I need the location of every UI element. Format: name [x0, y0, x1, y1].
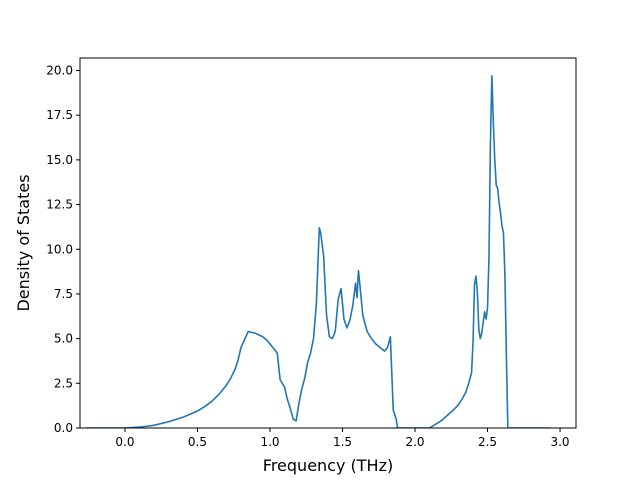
- y-tick-label: 10.0: [46, 242, 73, 256]
- y-tick-label: 12.5: [46, 198, 73, 212]
- y-tick-label: 15.0: [46, 153, 73, 167]
- y-tick-label: 0.0: [54, 421, 73, 435]
- x-axis-label: Frequency (THz): [263, 456, 393, 475]
- x-axis-ticks: 0.0 0.5 1.0 1.5 2.0 2.5 3.0: [115, 428, 570, 449]
- y-tick-label: 17.5: [46, 108, 73, 122]
- axes-frame: [79, 57, 577, 429]
- plot-area: [85, 75, 550, 428]
- x-tick-label: 1.0: [260, 435, 279, 449]
- x-tick-label: 0.0: [115, 435, 134, 449]
- y-tick-label: 5.0: [54, 332, 73, 346]
- y-tick-label: 2.5: [54, 376, 73, 390]
- x-tick-label: 3.0: [550, 435, 569, 449]
- x-tick-label: 2.5: [478, 435, 497, 449]
- x-tick-label: 1.5: [333, 435, 352, 449]
- dos-series-line: [85, 75, 550, 428]
- y-axis-label: Density of States: [14, 174, 33, 311]
- y-axis-ticks: 0.0 2.5 5.0 7.5 10.0 12.5 15.0 17.5 20.0: [46, 64, 80, 435]
- y-tick-label: 20.0: [46, 64, 73, 78]
- y-tick-label: 7.5: [54, 287, 73, 301]
- x-tick-label: 2.0: [405, 435, 424, 449]
- x-tick-label: 0.5: [188, 435, 207, 449]
